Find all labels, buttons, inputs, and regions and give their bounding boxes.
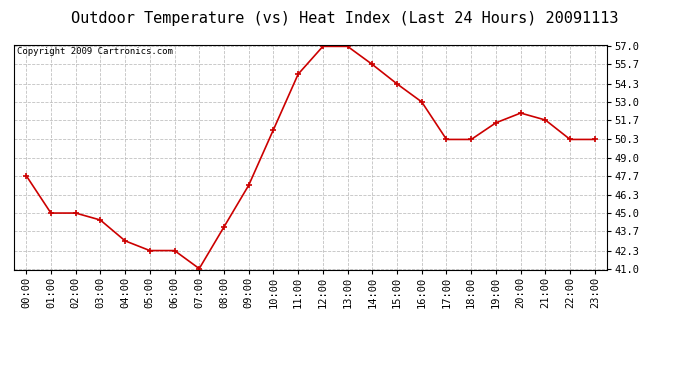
Text: Copyright 2009 Cartronics.com: Copyright 2009 Cartronics.com: [17, 47, 172, 56]
Text: Outdoor Temperature (vs) Heat Index (Last 24 Hours) 20091113: Outdoor Temperature (vs) Heat Index (Las…: [71, 11, 619, 26]
